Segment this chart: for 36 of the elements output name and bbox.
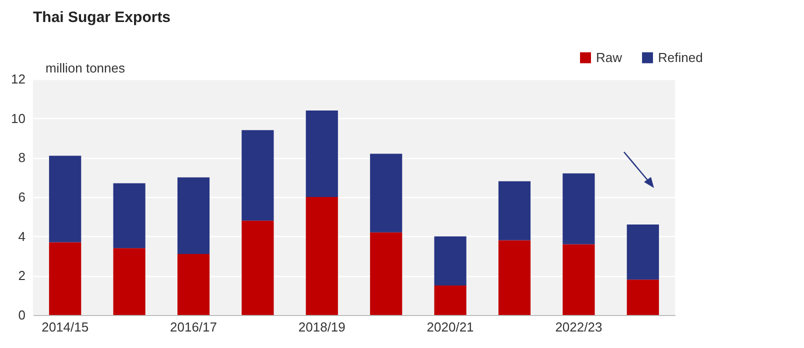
bar (177, 254, 210, 315)
x-tick-label: 2014/15 (42, 320, 89, 334)
bar (626, 280, 659, 315)
y-tick-label: 8 (18, 150, 26, 166)
bar (626, 224, 659, 280)
y-tick-label: 4 (18, 228, 26, 244)
bar (498, 181, 531, 240)
bar (49, 242, 82, 315)
bar (434, 236, 466, 286)
y-tick-label: 0 (18, 308, 26, 322)
y-tick-label: 10 (11, 110, 26, 126)
bar (434, 286, 466, 315)
x-tick-label: 2022/23 (555, 320, 602, 334)
bar (306, 197, 338, 315)
bar (370, 154, 402, 232)
y-axis-title: million tonnes (46, 60, 126, 76)
x-tick-label: 2018/19 (298, 320, 346, 334)
y-tick-label: 6 (18, 190, 26, 204)
legend-label: Raw (596, 50, 623, 65)
bar (49, 156, 82, 242)
bar (498, 240, 531, 315)
y-tick-label: 2 (18, 268, 26, 284)
bar (306, 110, 338, 197)
legend-label: Refined (658, 50, 703, 65)
bar (562, 244, 595, 315)
x-tick-label: 2016/17 (170, 320, 217, 334)
bar (242, 130, 274, 221)
chart-title: Thai Sugar Exports (33, 9, 171, 26)
x-tick-label: 2020/21 (426, 320, 474, 334)
bar (370, 232, 402, 315)
bar (177, 177, 210, 254)
bar (113, 248, 146, 315)
bar (562, 173, 595, 244)
bar (113, 183, 146, 248)
bar (242, 220, 274, 315)
y-tick-label: 12 (11, 72, 26, 86)
